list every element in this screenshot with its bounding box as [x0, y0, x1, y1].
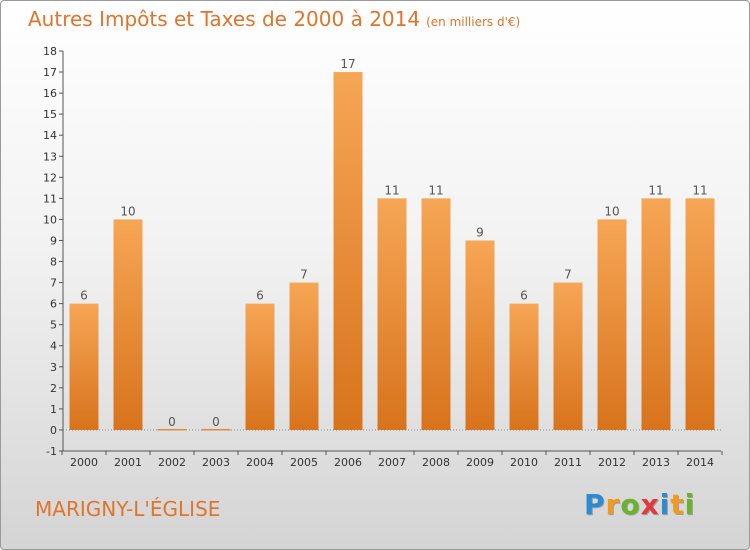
y-tick-label: 18 — [43, 45, 57, 58]
y-tick-label: 5 — [50, 319, 57, 332]
y-tick-label: 14 — [43, 129, 57, 142]
x-tick-label: 2007 — [378, 456, 406, 469]
y-tick-label: 2 — [50, 382, 57, 395]
logo-letter: x — [640, 488, 660, 521]
x-tick-label: 2000 — [70, 456, 98, 469]
bar — [421, 198, 451, 430]
y-tick-label: 11 — [43, 192, 57, 205]
bar — [597, 219, 627, 430]
bar — [377, 198, 407, 430]
bar-value-label: 11 — [648, 183, 663, 197]
y-tick-label: 8 — [50, 256, 57, 269]
y-tick-label: 3 — [50, 361, 57, 374]
bar — [201, 428, 231, 431]
logo-letter: r — [605, 488, 621, 521]
bar-value-label: 11 — [692, 183, 707, 197]
bar — [553, 282, 583, 430]
bar — [289, 282, 319, 430]
bar-value-label: 11 — [428, 183, 443, 197]
y-tick-label: 4 — [50, 340, 57, 353]
bar — [509, 303, 539, 430]
x-tick-label: 2005 — [290, 456, 318, 469]
x-tick-label: 2002 — [158, 456, 186, 469]
y-tick-label: 0 — [50, 424, 57, 437]
bar — [641, 198, 671, 430]
bar — [113, 219, 143, 430]
bar-value-label: 7 — [300, 268, 308, 282]
chart-title: Autres Impôts et Taxes de 2000 à 2014 (en… — [28, 7, 520, 31]
y-tick-label: 1 — [50, 403, 57, 416]
x-tick-label: 2004 — [246, 456, 274, 469]
bar-value-label: 6 — [256, 289, 264, 303]
x-tick-label: 2014 — [686, 456, 714, 469]
bar — [245, 303, 275, 430]
x-tick-label: 2012 — [598, 456, 626, 469]
logo-letter: t — [670, 488, 685, 521]
proxiti-logo: Proxiti — [584, 488, 695, 521]
logo-letter: i — [684, 488, 696, 521]
bar-value-label: 10 — [120, 204, 135, 218]
bar-value-label: 17 — [340, 57, 355, 71]
x-tick-label: 2001 — [114, 456, 142, 469]
y-tick-label: 13 — [43, 150, 57, 163]
bar-value-label: 0 — [168, 415, 176, 429]
logo-letter: o — [620, 488, 641, 521]
logo-letter: i — [659, 488, 671, 521]
y-tick-label: 16 — [43, 87, 57, 100]
y-tick-label: 7 — [50, 277, 57, 290]
y-tick-label: 12 — [43, 171, 57, 184]
chart-subtitle: (en milliers d'€) — [426, 15, 521, 29]
bar-value-label: 7 — [564, 268, 572, 282]
y-tick-label: 10 — [43, 213, 57, 226]
y-tick-label: 15 — [43, 108, 57, 121]
bar-value-label: 6 — [520, 289, 528, 303]
bar-value-label: 0 — [212, 415, 220, 429]
x-tick-label: 2010 — [510, 456, 538, 469]
y-tick-label: 9 — [50, 234, 57, 247]
bar — [333, 72, 363, 430]
bar-value-label: 10 — [604, 204, 619, 218]
x-tick-label: 2009 — [466, 456, 494, 469]
bar-value-label: 9 — [476, 225, 484, 239]
x-tick-label: 2003 — [202, 456, 230, 469]
bar — [157, 428, 187, 431]
bar — [465, 240, 495, 430]
x-tick-label: 2013 — [642, 456, 670, 469]
x-tick-label: 2008 — [422, 456, 450, 469]
data-labels: 6 10 0 0 6 7 17 11 11 9 6 7 10 11 11 — [80, 57, 707, 429]
title-text: Autres Impôts et Taxes de 2000 à 2014 — [28, 7, 421, 31]
commune-name: MARIGNY-L'ÉGLISE — [35, 497, 221, 521]
logo-letter: P — [584, 488, 606, 521]
y-tick-label: 6 — [50, 298, 57, 311]
bar — [685, 198, 715, 430]
bars — [69, 72, 715, 431]
x-tick-label: 2006 — [334, 456, 362, 469]
y-tick-label: 17 — [43, 66, 57, 79]
x-tick-label: 2011 — [554, 456, 582, 469]
bar-value-label: 11 — [384, 183, 399, 197]
bar-value-label: 6 — [80, 289, 88, 303]
y-tick-label: -1 — [46, 445, 57, 458]
bar — [69, 303, 99, 430]
